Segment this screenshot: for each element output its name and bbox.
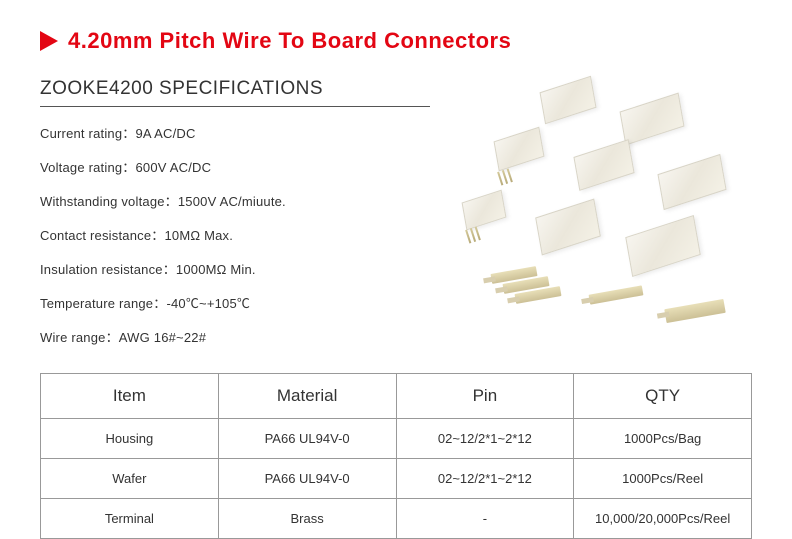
table-header: Material <box>218 374 396 419</box>
title-row: 4.20mm Pitch Wire To Board Connectors <box>40 28 752 54</box>
table-cell: Housing <box>41 419 219 459</box>
table-cell: Terminal <box>41 499 219 539</box>
table-cell: 10,000/20,000Pcs/Reel <box>574 499 752 539</box>
table-cell: - <box>396 499 574 539</box>
triangle-icon <box>40 31 58 51</box>
connector-icon <box>625 215 700 277</box>
spec-line: Withstanding voltage：1500V AC/miuute. <box>40 191 430 210</box>
pins-icon <box>497 168 513 185</box>
terminal-icon <box>589 285 644 304</box>
connector-icon <box>620 93 685 146</box>
table-cell: Brass <box>218 499 396 539</box>
connector-icon <box>462 190 507 231</box>
page-title: 4.20mm Pitch Wire To Board Connectors <box>68 28 511 54</box>
product-image-area <box>450 78 752 361</box>
table-cell: PA66 UL94V-0 <box>218 419 396 459</box>
table-header-row: Item Material Pin QTY <box>41 374 752 419</box>
specs-table: Item Material Pin QTY Housing PA66 UL94V… <box>40 373 752 539</box>
table-header: Item <box>41 374 219 419</box>
specs-column: ZOOKE4200 SPECIFICATIONS Current rating：… <box>40 78 430 361</box>
spec-line: Current rating：9A AC/DC <box>40 123 430 142</box>
table-row: Terminal Brass - 10,000/20,000Pcs/Reel <box>41 499 752 539</box>
connector-icon <box>535 199 601 256</box>
connector-icon <box>540 76 597 125</box>
connector-icon <box>573 139 634 191</box>
pins-icon <box>465 226 481 243</box>
content-row: ZOOKE4200 SPECIFICATIONS Current rating：… <box>40 78 752 361</box>
spec-line: Insulation resistance：1000MΩ Min. <box>40 259 430 278</box>
table-cell: 02~12/2*1~2*12 <box>396 419 574 459</box>
table-cell: 1000Pcs/Reel <box>574 459 752 499</box>
table-row: Housing PA66 UL94V-0 02~12/2*1~2*12 1000… <box>41 419 752 459</box>
connector-icon <box>494 127 545 172</box>
connector-icon <box>657 154 726 210</box>
spec-line: Wire range：AWG 16#~22# <box>40 327 430 346</box>
spec-line: Contact resistance：10MΩ Max. <box>40 225 430 244</box>
spec-line: Temperature range：-40℃~+105℃ <box>40 293 430 312</box>
spec-line: Voltage rating：600V AC/DC <box>40 157 430 176</box>
table-cell: PA66 UL94V-0 <box>218 459 396 499</box>
table-cell: 1000Pcs/Bag <box>574 419 752 459</box>
spec-heading: ZOOKE4200 SPECIFICATIONS <box>40 78 430 107</box>
table-row: Wafer PA66 UL94V-0 02~12/2*1~2*12 1000Pc… <box>41 459 752 499</box>
table-header: Pin <box>396 374 574 419</box>
product-stage <box>451 78 751 348</box>
terminal-icon <box>664 299 726 323</box>
table-cell: 02~12/2*1~2*12 <box>396 459 574 499</box>
table-cell: Wafer <box>41 459 219 499</box>
table-header: QTY <box>574 374 752 419</box>
